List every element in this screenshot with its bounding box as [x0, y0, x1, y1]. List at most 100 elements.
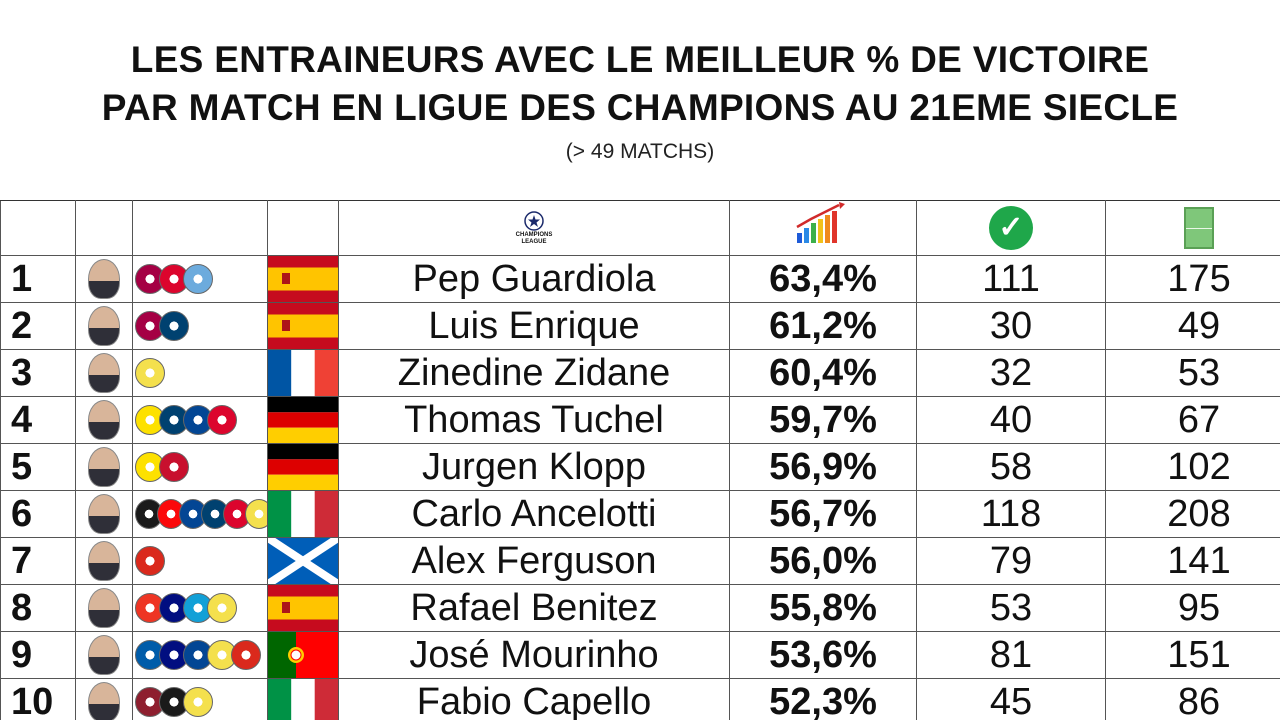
club-badge-icon	[201, 499, 229, 529]
wins-cell: 111	[916, 255, 1106, 303]
champions-league-logo-icon: CHAMPIONS LEAGUE	[340, 210, 729, 246]
matches-cell: 67	[1105, 396, 1280, 444]
coach-name-cell: Zinedine Zidane	[338, 349, 730, 397]
win-percentage-cell: 56,7%	[729, 490, 917, 538]
rank-cell: 1	[0, 255, 76, 303]
club-badge-icon	[245, 499, 267, 529]
clubs-cell	[132, 537, 268, 585]
title-line-1: LES ENTRAINEURS AVEC LE MEILLEUR % DE VI…	[130, 39, 1150, 80]
title-block: LES ENTRAINEURS AVEC LE MEILLEUR % DE VI…	[0, 0, 1280, 200]
coach-name-cell: Jurgen Klopp	[338, 443, 730, 491]
coach-photo-cell	[75, 584, 133, 632]
win-percentage-cell: 52,3%	[729, 678, 917, 720]
nationality-flag-cell	[267, 537, 339, 585]
wins-cell: 53	[916, 584, 1106, 632]
ranking-table: CHAMPIONS LEAGUE	[0, 200, 1280, 720]
win-percentage-cell: 53,6%	[729, 631, 917, 679]
title-line-2: PAR MATCH EN LIGUE DES CHAMPIONS AU 21EM…	[101, 87, 1179, 128]
matches-cell: 53	[1105, 349, 1280, 397]
coach-name-cell: Carlo Ancelotti	[338, 490, 730, 538]
rank-cell: 10	[0, 678, 76, 720]
coach-photo-cell	[75, 255, 133, 303]
rank-cell: 2	[0, 302, 76, 350]
coach-avatar	[88, 682, 120, 720]
club-badge-icon	[135, 546, 165, 576]
coach-photo-cell	[75, 349, 133, 397]
coach-avatar	[88, 447, 120, 487]
coach-avatar	[88, 494, 120, 534]
france-flag-icon	[268, 350, 338, 396]
matches-cell: 175	[1105, 255, 1280, 303]
header-matches-cell	[1105, 200, 1280, 256]
italy-flag-icon	[268, 679, 338, 720]
wins-cell: 40	[916, 396, 1106, 444]
coach-name-cell: Rafael Benitez	[338, 584, 730, 632]
club-badge-icon	[159, 452, 189, 482]
table-row: 9 José Mourinho 53,6% 81 151	[0, 631, 1280, 679]
clubs-cell	[132, 349, 268, 397]
rank-cell: 3	[0, 349, 76, 397]
champions-league-star-ball-icon	[524, 211, 544, 231]
table-row: 10 Fabio Capello 52,3% 45 86	[0, 678, 1280, 720]
club-badges	[134, 499, 267, 529]
wins-cell: 118	[916, 490, 1106, 538]
nationality-flag-cell	[267, 490, 339, 538]
club-badge-icon	[207, 405, 237, 435]
club-badge-icon	[179, 499, 207, 529]
club-badge-icon	[183, 264, 213, 294]
club-badges	[134, 687, 267, 717]
portugal-flag-icon	[268, 632, 338, 678]
table-row: 2 Luis Enrique 61,2% 30 49	[0, 302, 1280, 350]
italy-flag-icon	[268, 491, 338, 537]
ranking-table-wrapper: CHAMPIONS LEAGUE	[0, 200, 1280, 720]
coach-name-cell: Pep Guardiola	[338, 255, 730, 303]
matches-cell: 86	[1105, 678, 1280, 720]
football-pitch-icon	[1184, 207, 1214, 249]
nationality-flag-cell	[267, 678, 339, 720]
coach-photo-cell	[75, 443, 133, 491]
ucl-label-2: LEAGUE	[521, 239, 547, 245]
wins-cell: 58	[916, 443, 1106, 491]
ucl-label-1: CHAMPIONS	[515, 232, 553, 238]
rank-cell: 6	[0, 490, 76, 538]
club-badges	[134, 452, 267, 482]
chart-subtitle: (> 49 MATCHS)	[565, 140, 715, 163]
germany-flag-icon	[268, 444, 338, 490]
clubs-cell	[132, 584, 268, 632]
win-percentage-cell: 56,9%	[729, 443, 917, 491]
header-coach-cell: CHAMPIONS LEAGUE	[338, 200, 730, 256]
clubs-cell	[132, 631, 268, 679]
clubs-cell	[132, 490, 268, 538]
table-header-row: CHAMPIONS LEAGUE	[0, 200, 1280, 256]
win-percentage-cell: 56,0%	[729, 537, 917, 585]
coach-photo-cell	[75, 678, 133, 720]
clubs-cell	[132, 443, 268, 491]
table-row: 1 Pep Guardiola 63,4% 111 175	[0, 255, 1280, 303]
spain-flag-icon	[268, 585, 338, 631]
rank-cell: 4	[0, 396, 76, 444]
germany-flag-icon	[268, 397, 338, 443]
header-rank-cell	[0, 200, 76, 256]
rank-cell: 9	[0, 631, 76, 679]
club-badge-icon	[135, 358, 165, 388]
table-body: 1 Pep Guardiola 63,4% 111 175 2 Luis Enrique 61…	[0, 255, 1280, 720]
club-badges	[134, 264, 267, 294]
table-row: 7 Alex Ferguson 56,0% 79 141	[0, 537, 1280, 585]
coach-name-cell: Thomas Tuchel	[338, 396, 730, 444]
nationality-flag-cell	[267, 255, 339, 303]
coach-photo-cell	[75, 302, 133, 350]
club-badges	[134, 358, 267, 388]
win-percentage-cell: 60,4%	[729, 349, 917, 397]
coach-avatar	[88, 400, 120, 440]
table-row: 8 Rafael Benitez 55,8% 53 95	[0, 584, 1280, 632]
coach-avatar	[88, 588, 120, 628]
header-flag-cell	[267, 200, 339, 256]
wins-cell: 81	[916, 631, 1106, 679]
clubs-cell	[132, 302, 268, 350]
clubs-cell	[132, 396, 268, 444]
matches-cell: 208	[1105, 490, 1280, 538]
coach-photo-cell	[75, 490, 133, 538]
rank-cell: 5	[0, 443, 76, 491]
club-badges	[134, 405, 267, 435]
win-percentage-cell: 63,4%	[729, 255, 917, 303]
